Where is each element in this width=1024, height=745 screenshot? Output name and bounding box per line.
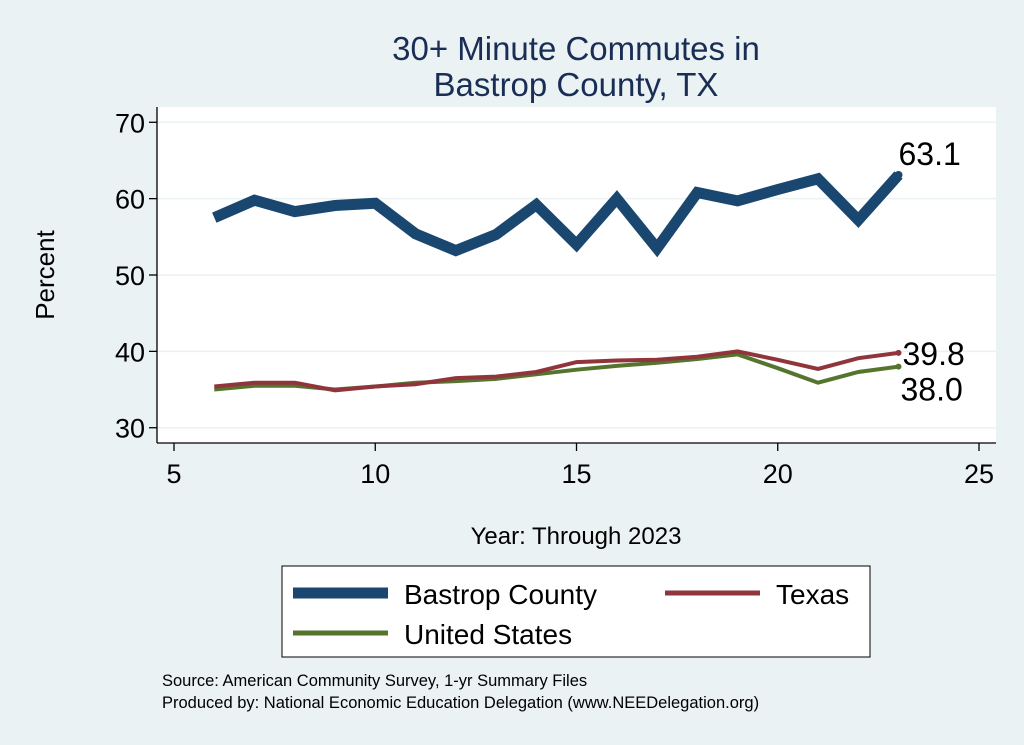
source-note: Source: American Community Survey, 1-yr …	[162, 672, 587, 690]
chart-title-line-1: 30+ Minute Commutes in	[392, 30, 760, 67]
series-lines	[212, 170, 903, 393]
x-tick-label-15: 15	[561, 459, 591, 489]
end-labels: 63.1 39.838.0	[899, 136, 965, 408]
legend: Bastrop County Texas United States	[281, 565, 871, 658]
x-axis-label: Year: Through 2023	[471, 523, 682, 550]
end-point-united-states	[895, 363, 902, 370]
end-label-united-states: 38.0	[901, 372, 963, 408]
y-axis-ticks: 30 40 50 60 70	[115, 108, 157, 444]
y-axis-label: Percent	[30, 229, 60, 319]
legend-label-texas: Texas	[776, 579, 849, 610]
x-tick-label-25: 25	[964, 459, 994, 489]
legend-label-united-states: United States	[404, 619, 572, 650]
legend-label-bastrop-county: Bastrop County	[404, 579, 597, 610]
producer-note: Produced by: National Economic Education…	[162, 694, 759, 712]
x-axis-ticks: 5 10 15 20 25	[166, 443, 994, 489]
series-line-bastrop-county	[212, 171, 903, 258]
y-tick-label-50: 50	[115, 261, 145, 291]
end-label-bastrop-county: 63.1	[899, 136, 961, 172]
end-label-texas: 39.8	[903, 336, 965, 372]
end-point-texas	[895, 349, 902, 356]
x-tick-label-10: 10	[360, 459, 390, 489]
end-point-bastrop-county	[894, 170, 903, 179]
series-line-texas	[214, 349, 899, 393]
y-tick-label-60: 60	[115, 185, 145, 215]
gridlines	[157, 121, 996, 429]
legend-box	[281, 565, 871, 658]
y-tick-label-70: 70	[115, 108, 145, 138]
y-tick-label-40: 40	[115, 337, 145, 367]
x-tick-label-20: 20	[763, 459, 793, 489]
y-tick-label-30: 30	[115, 414, 145, 444]
chart-title-line-2: Bastrop County, TX	[434, 66, 719, 103]
x-tick-label-5: 5	[166, 459, 181, 489]
